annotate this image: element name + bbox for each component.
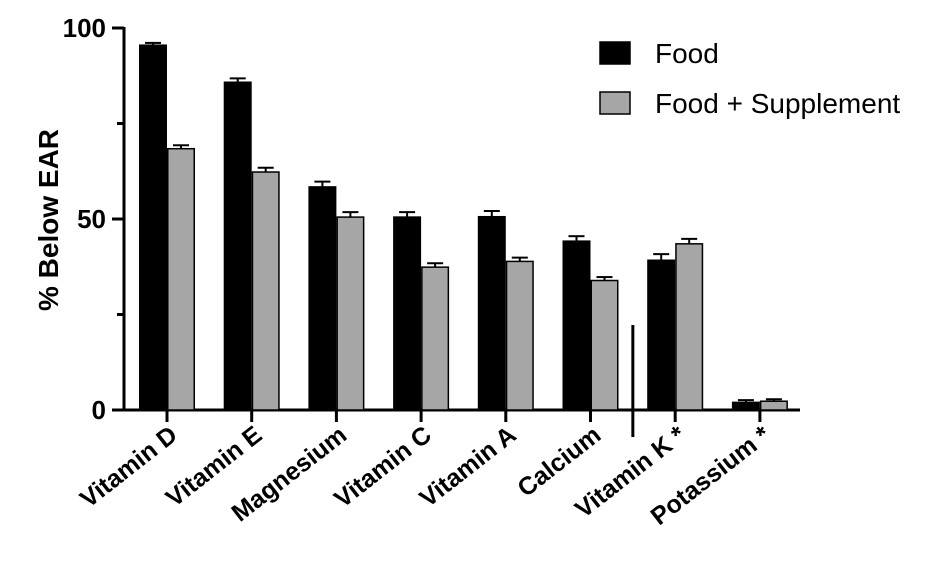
- y-tick-label: 0: [92, 395, 106, 425]
- bar-food-supplement: [167, 147, 195, 411]
- bar-food: [308, 186, 337, 411]
- legend-label: Food + Supplement: [655, 88, 900, 119]
- bar-food: [562, 240, 591, 411]
- y-axis-title: % Below EAR: [33, 129, 64, 311]
- y-tick-label: 100: [63, 13, 106, 43]
- bar-food-supplement: [505, 260, 534, 411]
- y-tick-label: 50: [77, 204, 106, 234]
- category-label: Vitamin A: [414, 421, 521, 513]
- bar-food-supplement: [590, 279, 619, 411]
- bars: [139, 41, 788, 411]
- bar-food-supplement: [759, 400, 788, 411]
- bar-food: [731, 401, 760, 411]
- bar-food: [393, 216, 422, 411]
- legend-swatch: [599, 41, 631, 65]
- legend: Food Food + Supplement: [599, 38, 900, 119]
- legend-label: Food: [655, 38, 719, 69]
- bar-food-supplement: [421, 266, 450, 411]
- bar-food: [477, 215, 506, 411]
- bar-food: [647, 259, 676, 411]
- bar-food-supplement: [336, 216, 365, 411]
- bar-food: [139, 44, 167, 411]
- legend-swatch: [599, 91, 631, 115]
- bar-food-supplement: [251, 171, 280, 411]
- bar-food-supplement: [675, 243, 704, 411]
- bar-food: [223, 81, 252, 411]
